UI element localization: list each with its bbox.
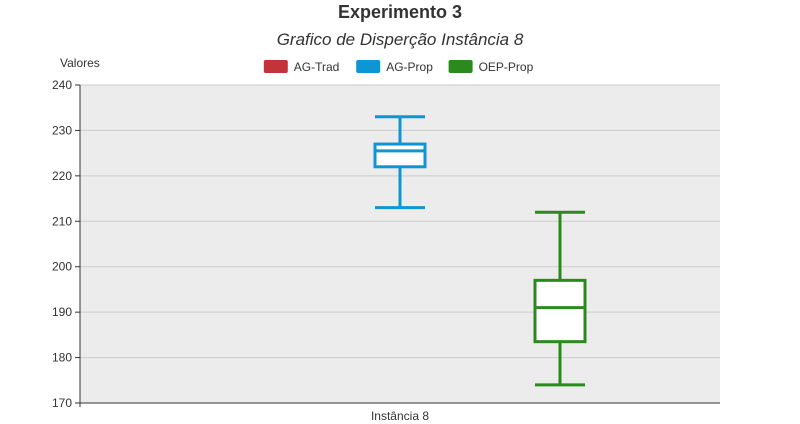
box-oep-prop: [533, 278, 587, 344]
legend-swatch: [356, 60, 381, 73]
y-tick-label: 180: [52, 351, 72, 365]
legend-swatch: [448, 60, 473, 73]
legend-label: AG-Trad: [294, 60, 340, 74]
box-ag-prop: [373, 142, 427, 169]
y-tick-label: 210: [52, 214, 72, 228]
y-tick-label: 190: [52, 305, 72, 319]
legend-label: OEP-Prop: [479, 60, 534, 74]
legend-swatch: [263, 60, 288, 73]
chart-subtitle: Grafico de Disperção Instância 8: [276, 30, 524, 49]
y-axis-title: Valores: [60, 56, 100, 70]
y-tick-label: 230: [52, 123, 72, 137]
legend-label: AG-Prop: [386, 60, 433, 74]
x-tick-label: Instância 8: [371, 409, 429, 423]
y-tick-label: 220: [52, 169, 72, 183]
y-tick-label: 200: [52, 260, 72, 274]
chart-title: Experimento 3: [337, 2, 463, 22]
y-tick-label: 170: [52, 396, 72, 410]
y-tick-label: 240: [52, 78, 72, 92]
